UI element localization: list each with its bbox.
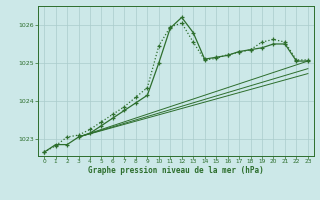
X-axis label: Graphe pression niveau de la mer (hPa): Graphe pression niveau de la mer (hPa) [88, 166, 264, 175]
